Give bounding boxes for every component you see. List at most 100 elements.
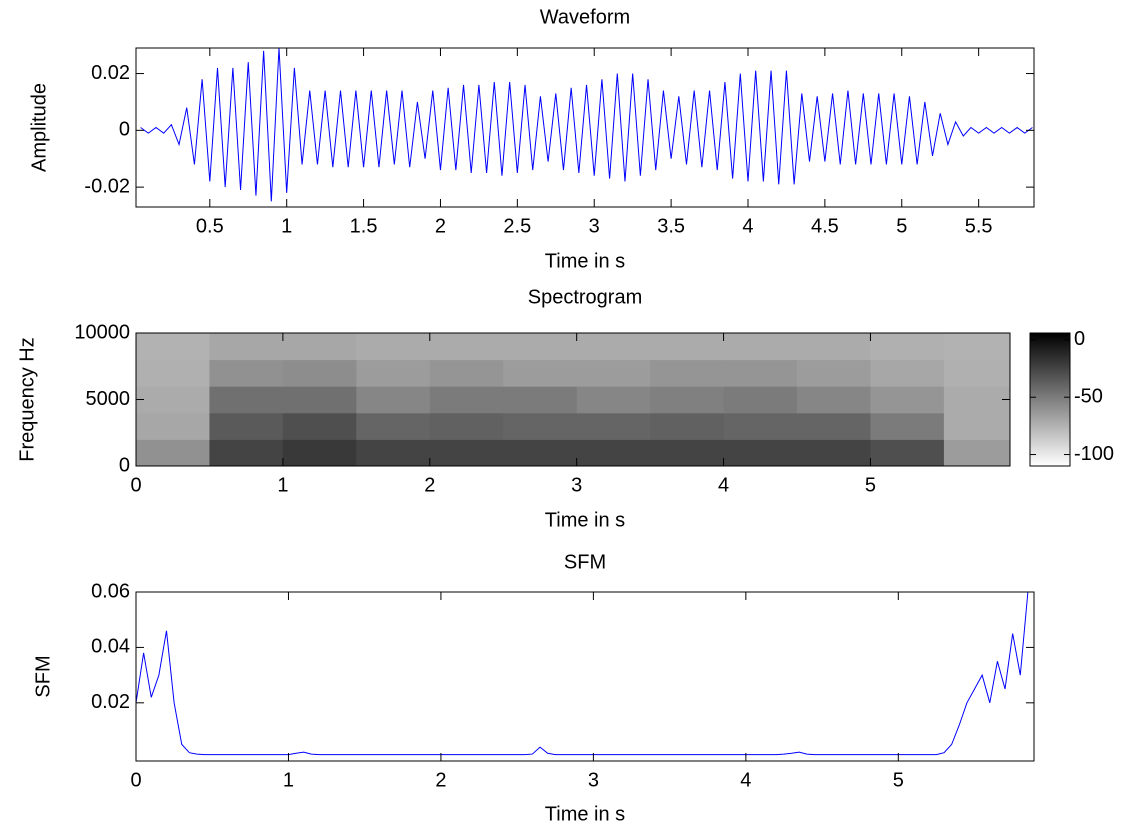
chart-title: SFM xyxy=(564,551,606,573)
y-tick-label: 0.02 xyxy=(91,691,130,713)
plot-area xyxy=(140,48,1033,202)
line-series xyxy=(140,48,1033,202)
x-tick-label: 3.5 xyxy=(657,215,685,237)
line-series xyxy=(136,592,1029,756)
heat-cell xyxy=(209,412,284,440)
heat-cell xyxy=(797,359,871,387)
x-tick-label: 2 xyxy=(424,474,435,496)
heat-cell xyxy=(797,386,871,414)
heat-cell xyxy=(650,412,725,440)
heat-cell xyxy=(576,412,651,440)
heat-cell xyxy=(282,412,357,440)
heat-cell xyxy=(576,359,651,387)
y-tick-label: 5000 xyxy=(86,388,131,410)
heat-cell xyxy=(870,333,945,361)
heat-cell xyxy=(209,333,284,361)
x-tick-label: 5 xyxy=(896,215,907,237)
y-axis-label: SFM xyxy=(32,655,54,697)
heat-cell xyxy=(429,333,504,361)
heat-cell xyxy=(797,412,871,440)
heat-cell xyxy=(136,412,210,440)
heat-cell xyxy=(503,412,578,440)
y-tick-label: 10000 xyxy=(74,321,130,343)
colorbar-tick-label: -50 xyxy=(1074,385,1103,407)
plot-area xyxy=(136,333,1010,466)
y-tick-label: -0.02 xyxy=(84,175,130,197)
colorbar-tick-label: -100 xyxy=(1074,443,1114,465)
y-tick-label: 0.06 xyxy=(91,580,130,602)
heat-cell xyxy=(503,439,578,466)
y-axis-label: Amplitude xyxy=(28,83,50,172)
heat-cell xyxy=(136,333,210,361)
x-tick-label: 5 xyxy=(893,769,904,791)
plot-area xyxy=(136,592,1029,756)
x-tick-label: 3 xyxy=(571,474,582,496)
heat-cell xyxy=(943,386,1010,414)
heat-cell xyxy=(429,386,504,414)
x-tick-label: 1.5 xyxy=(350,215,378,237)
chart-title: Spectrogram xyxy=(528,286,643,308)
chart-title: Waveform xyxy=(540,6,630,28)
heat-cell xyxy=(943,439,1010,466)
colorbar xyxy=(1029,332,1071,467)
heat-cell xyxy=(136,439,210,466)
heat-cell xyxy=(136,359,210,387)
heat-cell xyxy=(282,439,357,466)
y-tick-label: 0.04 xyxy=(91,636,130,658)
x-tick-label: 2 xyxy=(435,769,446,791)
heat-cell xyxy=(723,386,798,414)
heat-cell xyxy=(650,359,725,387)
heat-cell xyxy=(650,386,725,414)
heat-cell xyxy=(943,333,1010,361)
x-tick-label: 0 xyxy=(130,474,141,496)
x-tick-label: 0 xyxy=(130,769,141,791)
x-tick-label: 1 xyxy=(277,474,288,496)
heat-cell xyxy=(136,386,210,414)
heat-cell xyxy=(356,386,431,414)
axes-box xyxy=(135,47,1035,208)
heat-cell xyxy=(650,439,725,466)
heat-cell xyxy=(576,333,651,361)
subplot: 0.5 1 1.5 2 2.5 3 3.5 4 4.5 5 5.5 -0.02 0 0.02 Wavefor… xyxy=(28,6,1035,272)
x-tick-label: 1 xyxy=(283,769,294,791)
heat-cell xyxy=(282,386,357,414)
x-tick-label: 2.5 xyxy=(503,215,531,237)
heat-cell xyxy=(870,439,945,466)
heat-cell xyxy=(429,412,504,440)
y-tick-label: 0.02 xyxy=(91,62,130,84)
heat-cell xyxy=(870,359,945,387)
heat-cell xyxy=(209,386,284,414)
heat-cell xyxy=(650,333,725,361)
heat-cell xyxy=(797,333,871,361)
heat-cell xyxy=(282,359,357,387)
x-tick-label: 5 xyxy=(865,474,876,496)
heat-cell xyxy=(723,333,798,361)
x-tick-label: 5.5 xyxy=(965,215,993,237)
subplot: -100-5000 1 2 3 4 50500010000SpectrogramTime … xyxy=(16,286,1114,531)
x-tick-label: 1 xyxy=(281,215,292,237)
heat-cell xyxy=(870,386,945,414)
axes-box xyxy=(135,591,1035,762)
x-tick-label: 4.5 xyxy=(811,215,839,237)
heat-cell xyxy=(503,359,578,387)
subplot: 0 1 2 3 4 5 0.02 0.04 0.06 SFM Time in s SFM xyxy=(32,551,1035,825)
x-tick-label: 3 xyxy=(588,769,599,791)
x-axis-label: Time in s xyxy=(545,250,625,272)
heat-cell xyxy=(943,412,1010,440)
heat-cell xyxy=(356,439,431,466)
heat-cell xyxy=(356,412,431,440)
heat-cell xyxy=(723,439,798,466)
heat-cell xyxy=(209,439,284,466)
x-tick-label: 3 xyxy=(589,215,600,237)
x-tick-label: 0.5 xyxy=(196,215,224,237)
x-tick-label: 4 xyxy=(740,769,751,791)
heat-cell xyxy=(356,333,431,361)
heat-cell xyxy=(282,333,357,361)
heat-cell xyxy=(723,359,798,387)
heat-cell xyxy=(356,359,431,387)
y-axis-label: Frequency Hz xyxy=(16,337,38,462)
heat-cell xyxy=(503,333,578,361)
colorbar-tick-label: 0 xyxy=(1074,328,1085,350)
x-tick-label: 2 xyxy=(435,215,446,237)
